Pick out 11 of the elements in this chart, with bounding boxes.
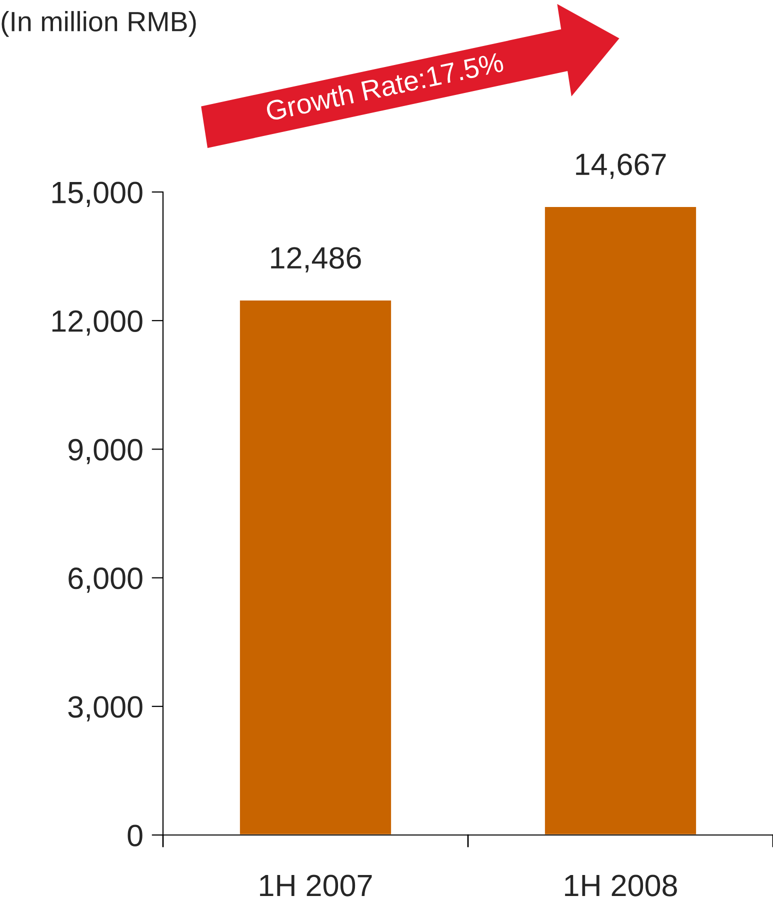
- x-tick-label: 1H 2007: [260, 874, 372, 896]
- y-tick-label: 12,000: [52, 310, 142, 336]
- y-tick-label: 3,000: [68, 696, 142, 722]
- x-tick-label: 1H 2008: [565, 874, 677, 896]
- data-label: 12,486: [271, 247, 361, 272]
- y-tick-label: 9,000: [68, 438, 142, 464]
- y-tick-label: 6,000: [68, 568, 142, 593]
- y-tick-label: 15,000: [52, 182, 142, 207]
- text: (In million RMB): [2, 11, 196, 37]
- data-label: 14,667: [576, 154, 666, 179]
- y-tick-label: 0: [128, 824, 142, 846]
